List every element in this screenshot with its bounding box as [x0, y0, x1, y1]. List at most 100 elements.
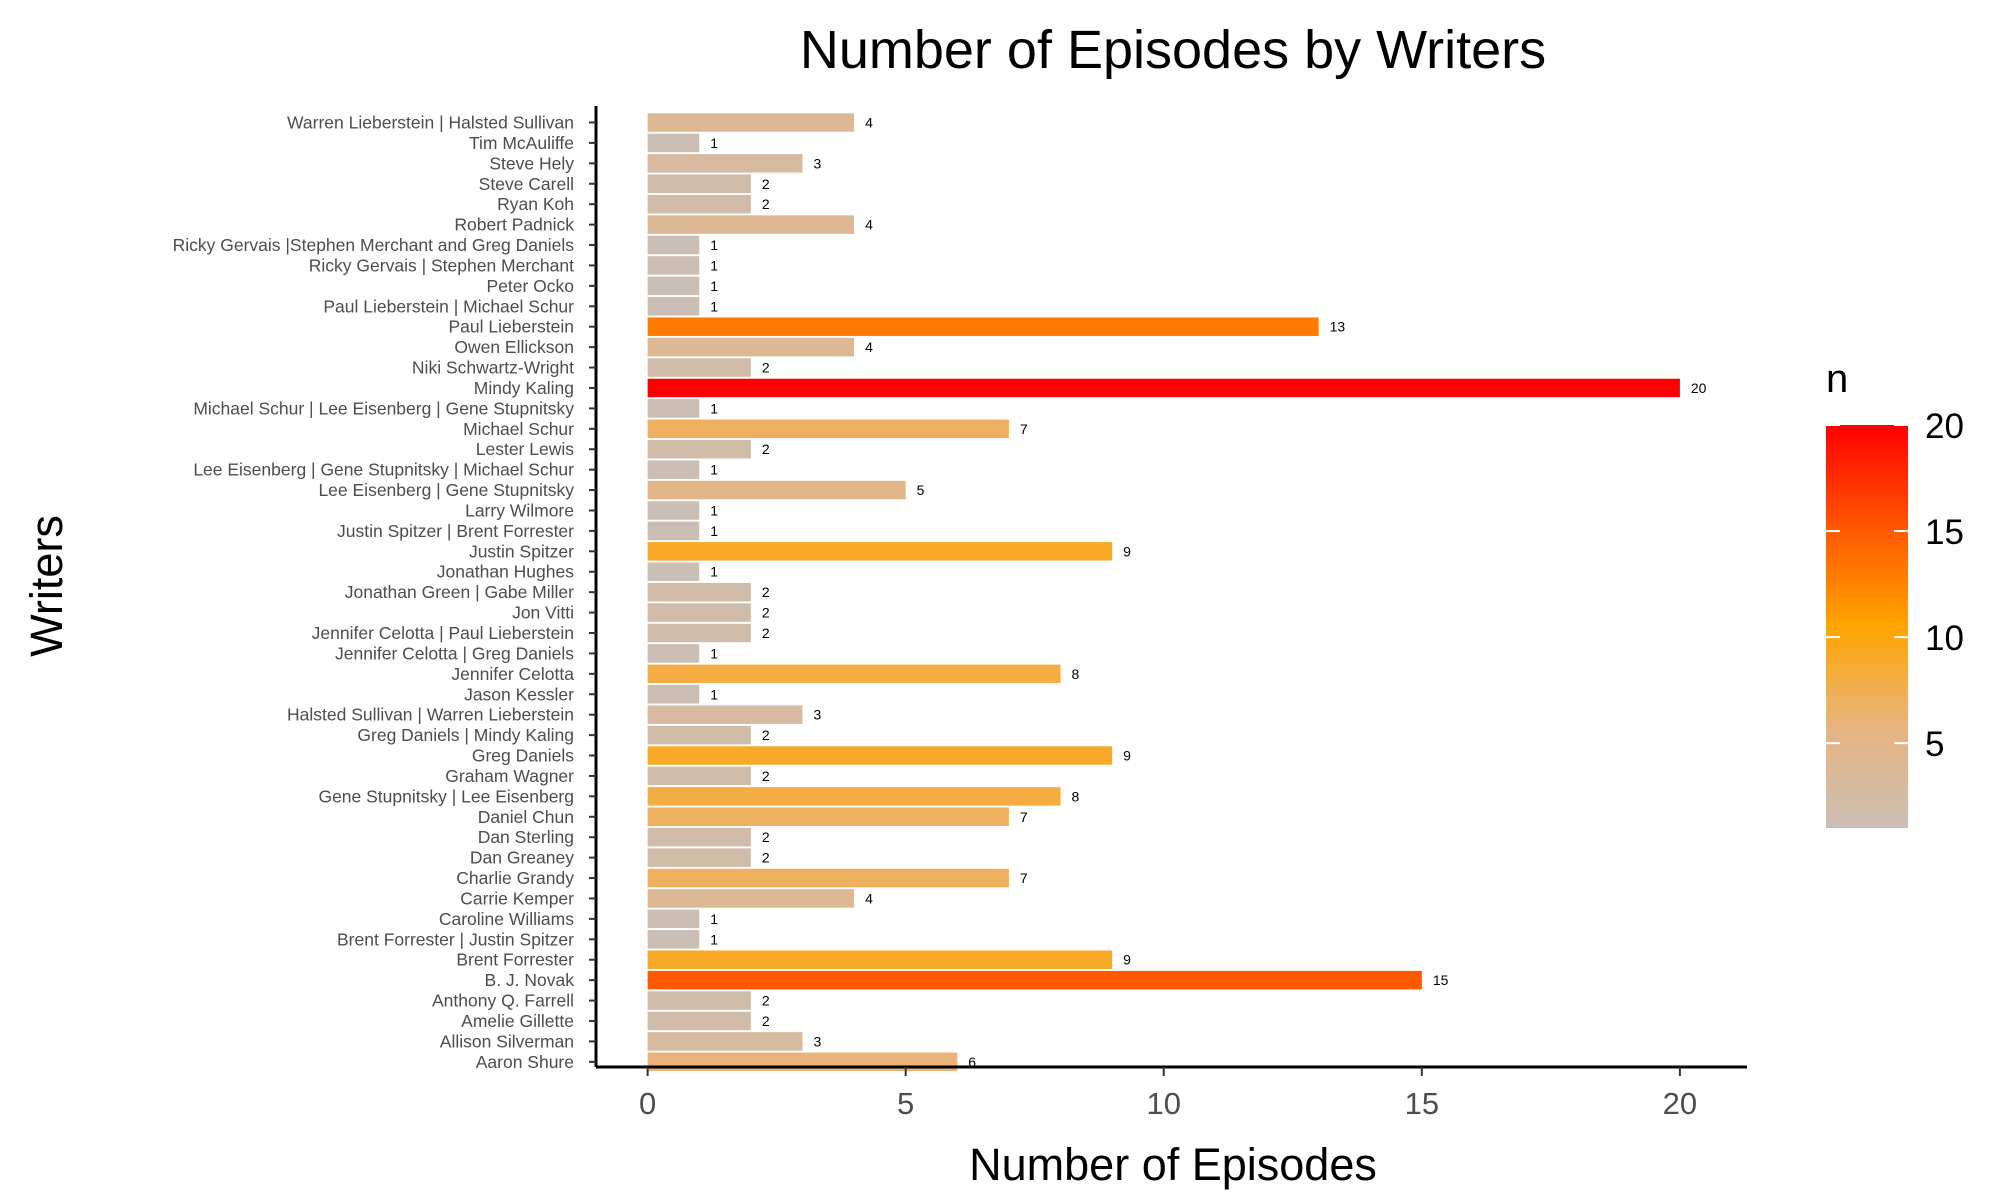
y-tick-label: Jason Kessler	[464, 684, 574, 704]
y-tick-label: Caroline Williams	[439, 909, 574, 929]
bar	[647, 256, 700, 275]
bar-value-label: 3	[813, 155, 821, 171]
bar-value-label: 2	[762, 727, 770, 743]
bar	[647, 930, 700, 949]
y-tick-label: Brent Forrester | Justin Spitzer	[337, 929, 574, 949]
y-tick-label: Halsted Sullivan | Warren Lieberstein	[287, 705, 574, 725]
bar	[647, 848, 751, 867]
bar-value-label: 1	[710, 135, 718, 151]
bar-value-label: 1	[710, 400, 718, 416]
bar	[647, 337, 855, 357]
bar	[647, 154, 803, 173]
y-tick-label: Carrie Kemper	[460, 888, 574, 908]
bar-value-label: 8	[1072, 666, 1080, 682]
bar-value-label: 2	[762, 1013, 770, 1029]
y-tick-label: Jonathan Green | Gabe Miller	[345, 582, 574, 602]
bar	[647, 582, 751, 602]
bar	[647, 623, 751, 643]
y-tick-label: Michael Schur	[463, 419, 574, 439]
bar-value-label: 2	[762, 625, 770, 641]
y-tick-label: Charlie Grandy	[456, 868, 574, 888]
y-tick-label: Peter Ocko	[486, 276, 574, 296]
bar	[647, 746, 1113, 765]
bar	[647, 868, 1009, 888]
bar	[647, 480, 906, 500]
bar-value-label: 2	[762, 768, 770, 784]
y-tick-label: Amelie Gillette	[461, 1011, 574, 1031]
bar	[647, 1011, 751, 1031]
bar	[647, 235, 700, 255]
y-axis-title: Writers	[21, 515, 72, 657]
bar-value-label: 1	[710, 257, 718, 273]
y-tick-label: Justin Spitzer | Brent Forrester	[337, 521, 574, 541]
y-tick-label: Brent Forrester	[456, 950, 574, 970]
y-tick-label: Robert Padnick	[454, 215, 574, 235]
bar-value-label: 2	[762, 829, 770, 845]
bar	[647, 827, 751, 847]
bar	[647, 766, 751, 786]
bar	[647, 542, 1113, 561]
bar	[647, 909, 700, 929]
y-tick-label: Paul Lieberstein | Michael Schur	[323, 296, 574, 316]
bar-value-label: 9	[1123, 952, 1131, 968]
legend-tick-label: 10	[1925, 619, 1964, 658]
bar-value-label: 7	[1020, 421, 1028, 437]
bar	[647, 460, 700, 479]
legend-tick-label: 5	[1925, 725, 1944, 764]
y-tick-label: Greg Daniels | Mindy Kaling	[357, 725, 574, 745]
y-tick-label: Owen Ellickson	[454, 337, 574, 357]
bar-value-label: 1	[710, 278, 718, 294]
y-tick-label: Aaron Shure	[476, 1052, 574, 1072]
legend-ticks: 5 10 15 20	[1826, 407, 1964, 764]
bar-value-label: 1	[710, 502, 718, 518]
bar-value-label: 7	[1020, 809, 1028, 825]
bar	[647, 725, 751, 745]
bar	[647, 562, 700, 581]
y-tick-label: Jonathan Hughes	[437, 562, 574, 582]
bar	[647, 603, 751, 622]
bar	[647, 194, 751, 214]
x-tick-label: 0	[639, 1086, 656, 1121]
bar	[647, 521, 700, 541]
bar	[647, 501, 700, 520]
color-legend: n 5 10 15 20	[1826, 357, 1964, 828]
bar-value-label: 1	[710, 564, 718, 580]
x-tick-label: 20	[1663, 1086, 1697, 1121]
ticks-layer: Warren Lieberstein | Halsted SullivanTim…	[173, 113, 1698, 1122]
y-tick-label: Daniel Chun	[478, 807, 574, 827]
bar	[647, 1032, 803, 1051]
bar	[647, 378, 1680, 398]
bar-value-label: 3	[813, 707, 821, 723]
y-tick-label: Graham Wagner	[445, 766, 574, 786]
bar-value-label: 2	[762, 584, 770, 600]
bars-layer: 4132241111134220172151191222181329287227…	[647, 113, 1707, 1072]
bar	[647, 174, 751, 194]
y-tick-label: Dan Greaney	[470, 848, 574, 868]
y-tick-label: Anthony Q. Farrell	[432, 991, 574, 1011]
bar-value-label: 2	[762, 196, 770, 212]
bar-value-label: 4	[865, 217, 873, 233]
bar	[647, 664, 1061, 684]
bar	[647, 807, 1009, 827]
bar	[647, 787, 1061, 806]
x-tick-label: 10	[1147, 1086, 1181, 1121]
bar-value-label: 7	[1020, 870, 1028, 886]
bar-value-label: 2	[762, 850, 770, 866]
legend-colorbar	[1826, 425, 1908, 828]
bar	[647, 644, 700, 663]
y-tick-label: Steve Carell	[479, 174, 574, 194]
bar-value-label: 1	[710, 911, 718, 927]
y-tick-label: Gene Stupnitsky | Lee Eisenberg	[318, 786, 574, 806]
chart-title: Number of Episodes by Writers	[800, 20, 1546, 80]
bar-value-label: 2	[762, 360, 770, 376]
bar	[647, 970, 1422, 990]
bar-value-label: 1	[710, 686, 718, 702]
bar-value-label: 4	[865, 339, 873, 355]
y-tick-label: Greg Daniels	[472, 746, 574, 766]
bar	[647, 950, 1113, 969]
x-axis-title: Number of Episodes	[969, 1139, 1377, 1190]
bar	[647, 297, 700, 316]
y-tick-label: Niki Schwartz-Wright	[412, 358, 574, 378]
y-tick-label: Paul Lieberstein	[449, 317, 575, 337]
